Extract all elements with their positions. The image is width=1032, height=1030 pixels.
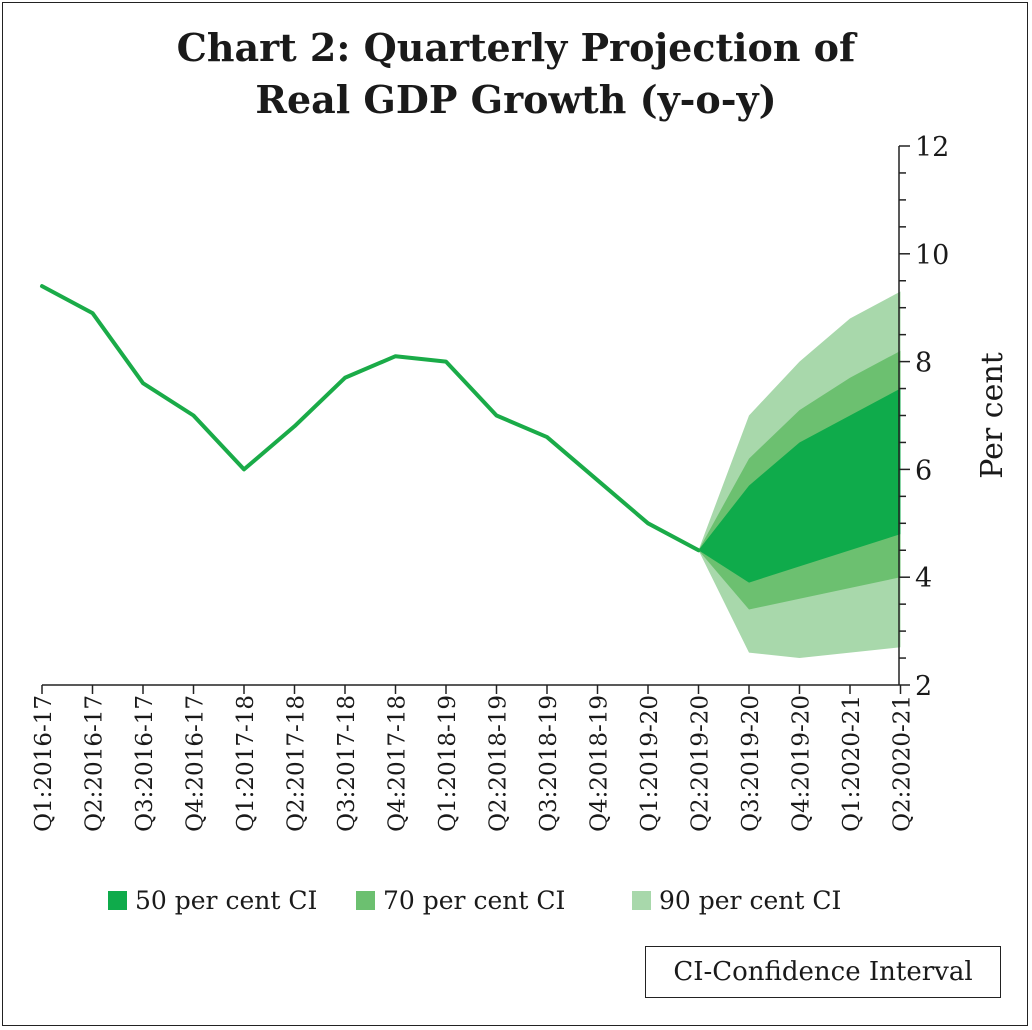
legend-swatch-ci50 [108,891,127,910]
x-tick-label: Q3:2018-19 [536,695,562,832]
chart-title-line-2: Real GDP Growth (y-o-y) [255,77,777,122]
fan-band-ci50 [698,388,901,583]
x-tick-label: Q1:2019-20 [637,695,663,832]
y-tick-label: 12 [915,132,949,163]
chart-title: Chart 2: Quarterly Projection of Real GD… [0,22,1032,126]
x-tick-label: Q1:2016-17 [31,695,57,832]
series-line-gdp-growth [40,284,701,553]
ci-note: CI-Confidence Interval [645,946,1001,998]
legend-item-ci70: 70 per cent CI [356,886,565,915]
chart-title-line-1: Chart 2: Quarterly Projection of [176,25,856,70]
x-tick-label: Q1:2018-19 [435,695,461,832]
y-tick-label: 4 [915,563,932,594]
x-tick-label: Q1:2017-18 [233,695,259,832]
y-tick-label: 6 [915,455,932,486]
y-axis-label: Per cent [975,352,1010,478]
legend-label-ci50: 50 per cent CI [135,886,318,915]
y-tick-label: 10 [915,240,949,271]
x-tick-label: Q2:2019-20 [688,695,714,832]
x-tick-label: Q2:2020-21 [890,695,916,832]
x-tick-label: Q4:2017-18 [385,695,411,832]
x-tick-label: Q2:2018-19 [486,695,512,832]
y-tick-label: 8 [915,348,932,379]
x-tick-label: Q3:2017-18 [334,695,360,832]
x-tick-label: Q3:2019-20 [738,695,764,832]
legend-item-ci50: 50 per cent CI [108,886,317,915]
y-tick-label: 2 [915,671,932,702]
legend-swatch-ci70 [356,891,375,910]
x-tick-label: Q1:2020-21 [839,695,865,832]
x-tick-label: Q4:2019-20 [789,695,815,832]
legend-label-ci90: 90 per cent CI [659,886,842,915]
x-tick-label: Q4:2018-19 [587,695,613,832]
x-tick-label: Q4:2016-17 [183,695,209,832]
legend: 50 per cent CI 70 per cent CI 90 per cen… [108,886,868,922]
legend-swatch-ci90 [632,891,651,910]
x-tick-label: Q2:2017-18 [284,695,310,832]
legend-label-ci70: 70 per cent CI [383,886,566,915]
x-tick-label: Q2:2016-17 [82,695,108,832]
legend-item-ci90: 90 per cent CI [632,886,841,915]
x-tick-label: Q3:2016-17 [132,695,158,832]
